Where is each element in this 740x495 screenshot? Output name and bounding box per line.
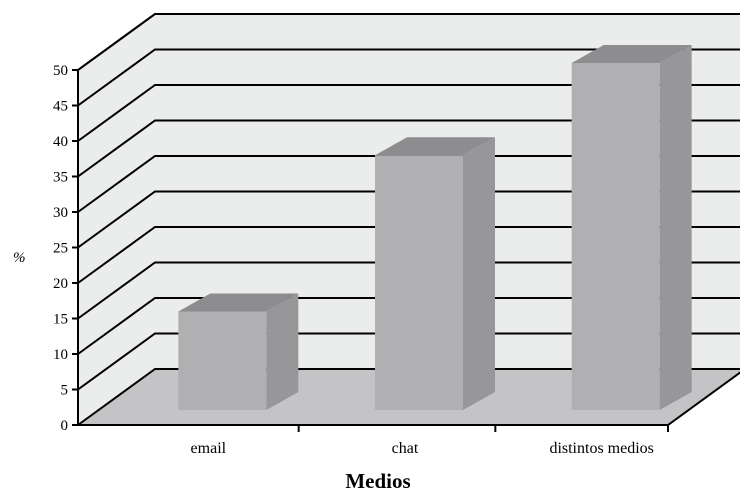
gridline [77, 261, 740, 320]
y-tick-label: 15 [53, 312, 68, 328]
gridline [77, 155, 740, 213]
bars [178, 45, 692, 411]
bar-top [571, 45, 692, 63]
y-tick-label: 35 [53, 170, 68, 186]
gridline [77, 190, 740, 249]
x-axis-label: Medios [345, 469, 410, 493]
y-tick-label: 25 [53, 241, 68, 257]
y-tick-label: 10 [53, 347, 68, 363]
gridline [77, 84, 740, 142]
gridline [77, 332, 740, 391]
y-tick-label: 0 [61, 418, 69, 434]
bar [178, 311, 267, 410]
x-category-label: distintos medios [549, 440, 653, 457]
gridline [77, 297, 740, 355]
y-tick-label: 30 [53, 205, 68, 221]
bar [571, 63, 660, 410]
x-category-label: email [191, 440, 227, 457]
y-tick-label: 20 [53, 276, 68, 292]
axes [72, 13, 669, 432]
bar-top [178, 293, 299, 312]
x-category-labels: email chat distintos medios [191, 440, 654, 457]
wall-edge [77, 13, 156, 71]
gridline [77, 48, 740, 107]
bar [375, 155, 463, 410]
y-tick-label: 5 [61, 383, 69, 399]
bar-side [266, 293, 299, 410]
y-tick-label: 40 [53, 134, 68, 150]
y-tick-labels: 0 5 10 15 20 25 30 35 40 45 50 [53, 63, 68, 434]
gridline [77, 119, 740, 178]
y-tick-label: 45 [53, 99, 68, 115]
x-category-label: chat [392, 440, 419, 457]
gridline [77, 226, 740, 284]
bar-side [463, 137, 495, 411]
y-axis-label: % [13, 250, 26, 266]
bar-side [659, 45, 692, 410]
gridlines [77, 13, 740, 391]
y-tick-label: 50 [53, 63, 68, 79]
bar-top [375, 137, 495, 156]
